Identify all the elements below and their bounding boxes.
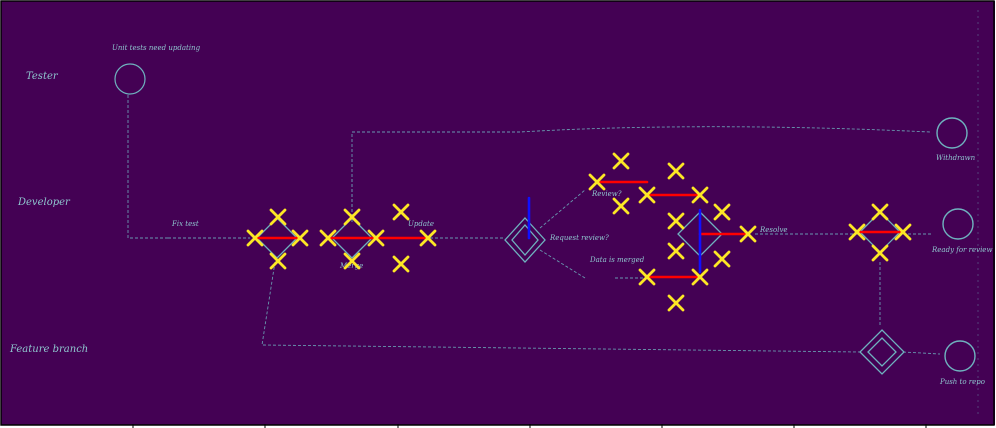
- x-marker: [638, 268, 656, 286]
- annotation-data-merged: Data is merged: [589, 256, 645, 264]
- x-marker: [871, 244, 889, 262]
- annotation-review: Review?: [591, 190, 622, 198]
- x-marker: [691, 186, 709, 204]
- annotation-withdrawn: Withdrawn: [936, 154, 976, 162]
- x-marker: [638, 186, 656, 204]
- lane-label-tester: Tester: [26, 71, 59, 82]
- x-marker: [667, 162, 685, 180]
- x-marker: [319, 229, 337, 247]
- x-marker: [848, 223, 866, 241]
- x-marker: [343, 208, 361, 226]
- annotation-merge: Merge: [339, 262, 363, 270]
- x-marker: [269, 252, 287, 270]
- axis-ticks: [132, 424, 927, 428]
- x-marker: [269, 208, 287, 226]
- x-marker: [667, 242, 685, 260]
- x-marker: [894, 223, 912, 241]
- x-marker: [367, 229, 385, 247]
- annotation-ready: Ready for review: [931, 246, 992, 254]
- x-marker: [667, 294, 685, 312]
- x-marker: [713, 250, 731, 268]
- x-marker: [291, 229, 309, 247]
- start-event-circle: [114, 63, 146, 95]
- blue-segments: [527, 196, 702, 274]
- end-event-withdrawn: [936, 117, 968, 149]
- x-marker: [667, 212, 685, 230]
- lane-label-developer: Developer: [17, 197, 71, 208]
- x-marker: [691, 268, 709, 286]
- flow-lines: [127, 95, 941, 355]
- x-marker: [343, 252, 361, 270]
- x-markers: [246, 152, 912, 312]
- x-marker: [588, 173, 606, 191]
- x-marker: [392, 255, 410, 273]
- annotation-push: Push to repo: [939, 378, 985, 386]
- lane-label-feature-branch: Feature branch: [9, 344, 88, 355]
- annotation-update: Update: [408, 220, 434, 228]
- x-marker: [246, 229, 264, 247]
- x-marker: [419, 229, 437, 247]
- red-segments: [253, 180, 905, 279]
- end-event-push: [944, 340, 976, 372]
- x-marker: [612, 197, 630, 215]
- x-marker: [392, 203, 410, 221]
- annotation-fix-test: Fix test: [171, 220, 199, 228]
- x-marker: [612, 152, 630, 170]
- x-marker: [713, 203, 731, 221]
- end-event-ready: [942, 208, 974, 240]
- annotation-resolve: Resolve: [759, 226, 788, 234]
- annotation-unit-tests: Unit tests need updating: [112, 44, 201, 52]
- x-marker: [739, 225, 757, 243]
- x-marker: [871, 203, 889, 221]
- annotation-request-review: Request review?: [549, 234, 609, 242]
